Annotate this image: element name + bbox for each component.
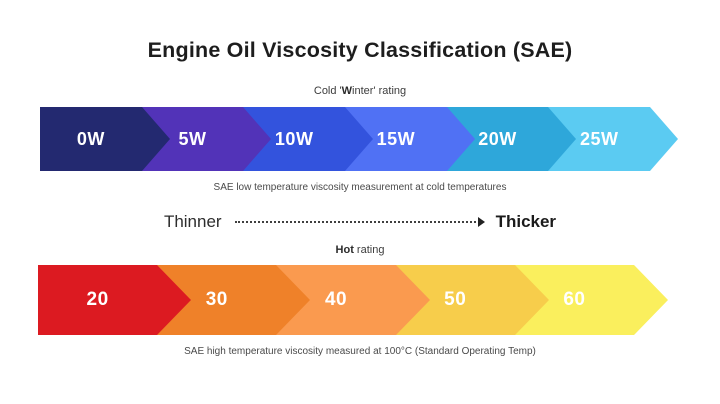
chevron-tip-icon <box>548 107 577 171</box>
dotted-arrow-line <box>234 217 485 227</box>
chevron-tip-icon <box>634 265 669 335</box>
winter-viscosity-bar: 0W 5W 10W 15W 20W 25W <box>40 107 679 171</box>
segment-label: 15W <box>376 128 416 149</box>
winter-heading-bold: W <box>341 85 353 97</box>
segment-label: 10W <box>274 128 314 149</box>
chevron-tip-icon <box>395 265 430 335</box>
hot-heading-bold: Hot <box>335 244 354 256</box>
chevron-tip-icon <box>650 107 679 171</box>
winter-bar-caption: SAE low temperature viscosity measuremen… <box>213 182 507 193</box>
winter-rating-heading: Cold 'Winter' rating <box>0 85 720 97</box>
hot-heading-post: rating <box>353 244 385 256</box>
segment-label: 20 <box>86 289 109 310</box>
segment-label: 5W <box>178 128 207 149</box>
right-arrowhead-icon <box>477 217 485 227</box>
segment-20: 20 <box>38 265 192 335</box>
thicker-label: Thicker <box>495 212 557 231</box>
chevron-tip-icon <box>345 107 374 171</box>
segment-label: 40 <box>324 289 348 310</box>
thinner-label: Thinner <box>163 212 222 231</box>
chevron-tip-icon <box>243 107 272 171</box>
page-title: Engine Oil Viscosity Classification (SAE… <box>147 38 573 62</box>
thinner-thicker-scale: Thinner Thicker <box>0 209 720 235</box>
segment-label: 30 <box>205 289 228 310</box>
segment-label: 25W <box>579 128 619 149</box>
segment-label: 0W <box>76 128 105 149</box>
chevron-tip-icon <box>514 265 549 335</box>
hot-rating-heading: Hot rating <box>0 244 720 256</box>
chevron-tip-icon <box>141 107 170 171</box>
segment-label: 50 <box>444 289 467 310</box>
chevron-tip-icon <box>446 107 475 171</box>
segment-0w: 0W <box>40 107 170 171</box>
chevron-tip-icon <box>157 265 192 335</box>
winter-heading-pre: Cold ' <box>313 85 342 97</box>
winter-heading-post: inter' rating <box>352 85 407 97</box>
hot-viscosity-bar: 20 30 40 50 60 <box>38 265 669 335</box>
hot-bar-caption: SAE high temperature viscosity measured … <box>184 346 536 357</box>
chevron-tip-icon <box>276 265 311 335</box>
segment-label: 60 <box>563 289 586 310</box>
segment-label: 20W <box>478 128 517 149</box>
